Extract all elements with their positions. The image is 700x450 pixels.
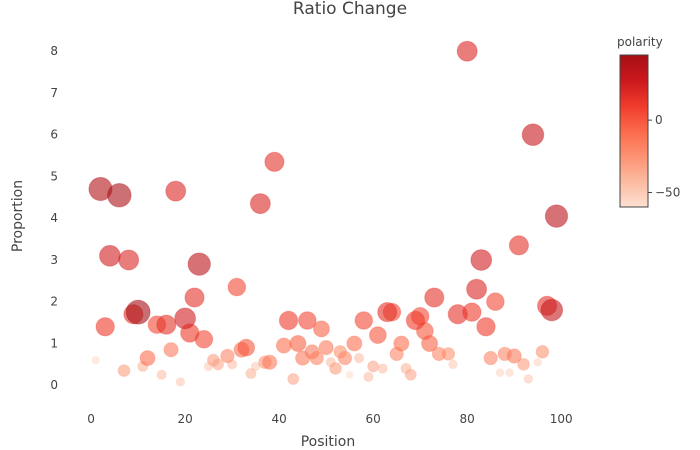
y-axis-title: Proportion <box>10 180 26 252</box>
x-tick-label: 20 <box>177 412 192 426</box>
scatter-point[interactable] <box>456 40 478 62</box>
scatter-point[interactable] <box>363 371 374 383</box>
colorbar-ticks: 0 −50 <box>648 113 680 200</box>
x-axis-title: Position <box>301 434 356 450</box>
scatter-point[interactable] <box>354 311 374 330</box>
x-tick-label: 40 <box>271 412 286 426</box>
scatter-point[interactable] <box>139 350 156 367</box>
y-tick-label: 7 <box>50 86 58 100</box>
scatter-point[interactable] <box>118 249 140 271</box>
scatter-point[interactable] <box>91 355 101 365</box>
scatter-point[interactable] <box>184 287 205 308</box>
scatter-point[interactable] <box>466 278 488 300</box>
scatter-point[interactable] <box>245 367 257 380</box>
scatter-point[interactable] <box>431 346 447 362</box>
scatter-point[interactable] <box>495 368 505 378</box>
scatter-point[interactable] <box>544 204 569 228</box>
scatter-point[interactable] <box>377 302 398 323</box>
scatter-point[interactable] <box>206 353 220 367</box>
y-tick-label: 4 <box>50 211 58 225</box>
scatter-point[interactable] <box>264 151 285 172</box>
scatter-point[interactable] <box>517 357 530 371</box>
scatter-point[interactable] <box>289 334 307 352</box>
scatter-point[interactable] <box>523 374 534 384</box>
scatter-point[interactable] <box>329 362 342 375</box>
y-tick-label: 0 <box>50 378 58 392</box>
scatter-point[interactable] <box>156 369 167 380</box>
y-tick-label: 5 <box>50 169 58 183</box>
scatter-point[interactable] <box>540 298 564 322</box>
scatter-point[interactable] <box>117 364 131 378</box>
scatter-point[interactable] <box>367 360 380 373</box>
colorbar-gradient <box>619 54 649 208</box>
scatter-point[interactable] <box>187 252 211 276</box>
scatter-point[interactable] <box>99 244 121 267</box>
scatter-point[interactable] <box>368 326 387 345</box>
scatter-point[interactable] <box>249 193 271 215</box>
scatter-point[interactable] <box>470 249 493 271</box>
x-axis-ticks: 0 20 40 60 80 100 <box>87 412 572 426</box>
scatter-point[interactable] <box>505 368 514 378</box>
scatter-point[interactable] <box>156 314 177 335</box>
scatter-point[interactable] <box>125 299 151 325</box>
y-tick-label: 3 <box>50 253 58 267</box>
scatter-point[interactable] <box>262 354 278 370</box>
scatter-point[interactable] <box>287 372 300 385</box>
scatter-point[interactable] <box>312 320 330 338</box>
colorbar-title: polarity <box>617 35 663 49</box>
scatter-point[interactable] <box>353 352 365 364</box>
y-tick-label: 8 <box>50 44 58 58</box>
colorbar-tick-label: 0 <box>655 113 663 127</box>
scatter-point[interactable] <box>447 304 468 325</box>
scatter-point[interactable] <box>220 348 235 364</box>
scatter-point[interactable] <box>535 345 550 359</box>
scatter-point[interactable] <box>346 335 363 352</box>
scatter-point[interactable] <box>448 359 458 370</box>
colorbar: polarity 0 −50 <box>617 35 680 208</box>
x-tick-label: 0 <box>87 412 95 426</box>
scatter-point[interactable] <box>163 342 179 358</box>
plot-area <box>88 40 569 387</box>
scatter-point[interactable] <box>174 307 197 330</box>
scatter-point[interactable] <box>318 340 334 356</box>
scatter-point[interactable] <box>506 348 522 364</box>
x-tick-label: 60 <box>366 412 381 426</box>
scatter-point[interactable] <box>404 368 417 381</box>
scatter-point[interactable] <box>95 317 115 337</box>
x-tick-label: 100 <box>550 412 573 426</box>
scatter-point[interactable] <box>227 277 247 297</box>
scatter-point[interactable] <box>250 361 261 372</box>
scatter-point[interactable] <box>107 182 132 208</box>
scatter-point[interactable] <box>405 310 426 331</box>
scatter-point[interactable] <box>483 350 498 366</box>
scatter-point[interactable] <box>486 292 505 312</box>
scatter-point[interactable] <box>476 317 496 337</box>
scatter-point[interactable] <box>165 180 187 202</box>
colorbar-tick-label: −50 <box>655 186 680 200</box>
scatter-point[interactable] <box>377 363 388 374</box>
scatter-point[interactable] <box>337 350 353 366</box>
scatter-point[interactable] <box>393 335 410 352</box>
y-tick-label: 6 <box>50 128 58 142</box>
scatter-point[interactable] <box>298 311 317 330</box>
y-axis-ticks: 0 1 2 3 4 5 6 7 8 <box>50 44 58 392</box>
x-tick-label: 80 <box>460 412 475 426</box>
scatter-point[interactable] <box>424 287 445 308</box>
scatter-point[interactable] <box>275 337 292 354</box>
scatter-point[interactable] <box>533 357 543 367</box>
scatter-point[interactable] <box>175 377 186 387</box>
y-tick-label: 2 <box>50 295 58 309</box>
scatter-point[interactable] <box>345 370 354 379</box>
scatter-point[interactable] <box>304 344 320 360</box>
scatter-point[interactable] <box>278 310 299 331</box>
y-tick-label: 1 <box>50 336 58 350</box>
scatter-point[interactable] <box>508 235 529 256</box>
chart-title: Ratio Change <box>293 0 407 19</box>
scatter-point[interactable] <box>237 338 256 357</box>
scatter-point[interactable] <box>521 123 545 147</box>
